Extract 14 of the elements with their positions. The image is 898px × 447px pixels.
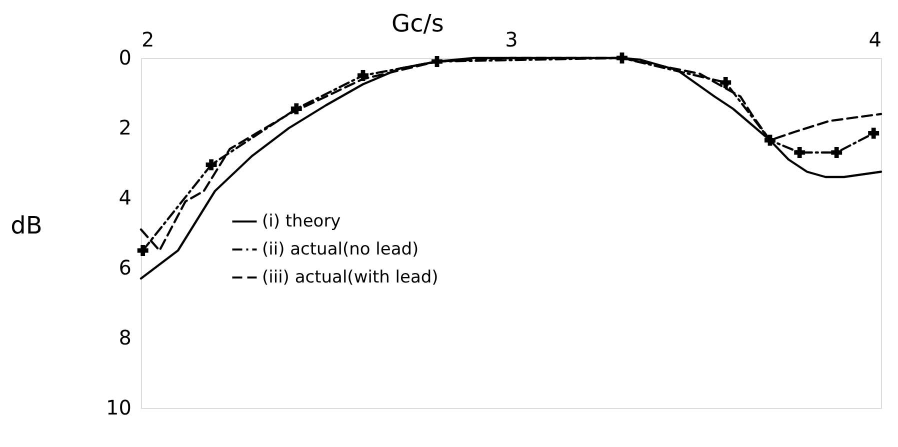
x-tick-label: 2 — [142, 28, 154, 52]
y-axis-title: dB — [10, 212, 42, 240]
legend-label: (ii) actual(no lead) — [262, 240, 419, 260]
y-tick-label: 2 — [118, 116, 132, 140]
x-tick-label: 4 — [868, 28, 882, 52]
y-tick-label: 4 — [118, 186, 132, 210]
legend-label: (iii) actual(with lead) — [262, 268, 438, 288]
y-tick-label: 10 — [106, 396, 132, 420]
legend-label: (i) theory — [262, 212, 341, 232]
x-axis-title: Gc/s — [392, 10, 444, 38]
y-tick-label: 8 — [118, 326, 132, 350]
y-tick-label: 0 — [118, 46, 132, 70]
y-tick-label: 6 — [118, 256, 132, 280]
x-tick-label: 3 — [505, 28, 518, 52]
